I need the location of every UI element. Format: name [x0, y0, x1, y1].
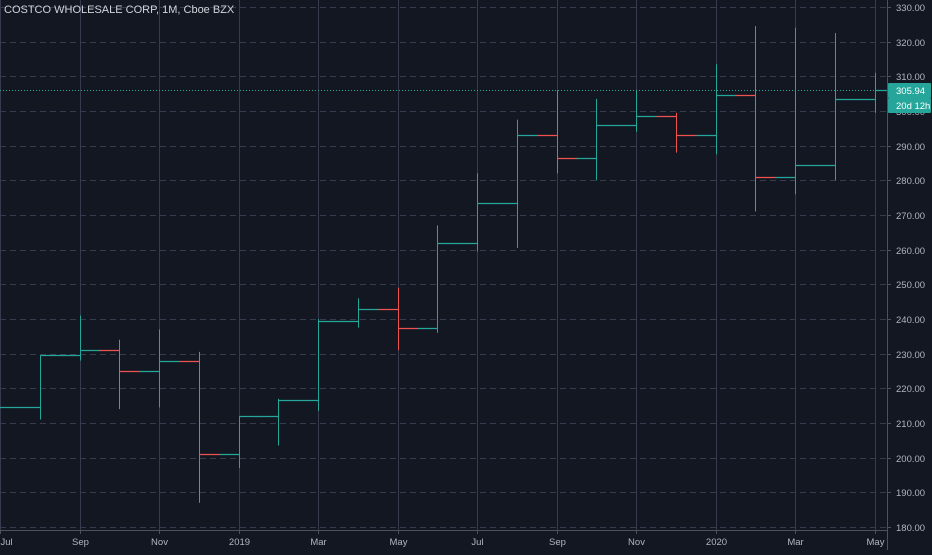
last-price-label: 305.94	[896, 86, 925, 97]
ohlc-bar	[259, 399, 299, 446]
ohlc-bar	[736, 26, 776, 211]
ohlc-bar	[299, 319, 339, 411]
ohlc-bar	[816, 33, 856, 180]
x-tick-label: Jul	[1, 537, 13, 548]
ohlc-bar	[140, 329, 180, 407]
price-axis[interactable]: 180.00 190.00 200.00 210.00 220.00 230.00 240.…	[887, 0, 931, 550]
y-tick-label: 220.00	[896, 384, 925, 395]
y-tick-label: 320.00	[896, 38, 925, 49]
x-tick-label: May	[867, 537, 885, 548]
ohlc-bar	[538, 90, 578, 173]
x-tick-label: Sep	[72, 537, 89, 548]
y-tick-label: 310.00	[896, 72, 925, 83]
y-tick-label: 330.00	[896, 3, 925, 14]
y-tick-label: 250.00	[896, 280, 925, 291]
x-tick-label: Sep	[549, 537, 566, 548]
y-tick-label: 180.00	[896, 523, 925, 534]
x-tick-label: Nov	[628, 537, 645, 548]
y-tick-label: 190.00	[896, 488, 925, 499]
y-tick-label: 290.00	[896, 142, 925, 153]
x-tick-label: Jul	[471, 537, 483, 548]
countdown-label: 20d 12h	[896, 101, 930, 112]
x-tick-label: Mar	[787, 537, 803, 548]
chart-title: COSTCO WHOLESALE CORP, 1M, Cboe BZX	[4, 4, 234, 16]
ohlc-bar	[21, 355, 61, 419]
grid	[0, 0, 887, 530]
ohlc-bar	[697, 64, 737, 154]
ohlc-bar	[100, 340, 140, 409]
ohlc-bar	[498, 120, 538, 248]
ohlc-bar	[458, 173, 498, 251]
ohlc-bar	[339, 298, 379, 327]
x-tick-label: Nov	[151, 537, 168, 548]
y-tick-label: 240.00	[896, 315, 925, 326]
x-tick-label: Mar	[310, 537, 326, 548]
y-tick-label: 260.00	[896, 246, 925, 257]
x-tick-label: 2020	[706, 537, 727, 548]
y-tick-label: 270.00	[896, 211, 925, 222]
x-tick-label: May	[390, 537, 408, 548]
ohlc-bar	[61, 316, 101, 361]
ohlc-bar	[180, 352, 220, 503]
time-axis[interactable]: Jul Sep Nov 2019 Mar May Jul Sep Nov 2020 Mar May	[0, 530, 887, 548]
x-tick-label: 2019	[229, 537, 250, 548]
y-tick-label: 230.00	[896, 350, 925, 361]
y-tick-label: 200.00	[896, 454, 925, 465]
y-tick-label: 210.00	[896, 419, 925, 430]
ohlc-bar	[418, 225, 458, 332]
y-tick-label: 280.00	[896, 176, 925, 187]
price-bars	[0, 26, 896, 503]
